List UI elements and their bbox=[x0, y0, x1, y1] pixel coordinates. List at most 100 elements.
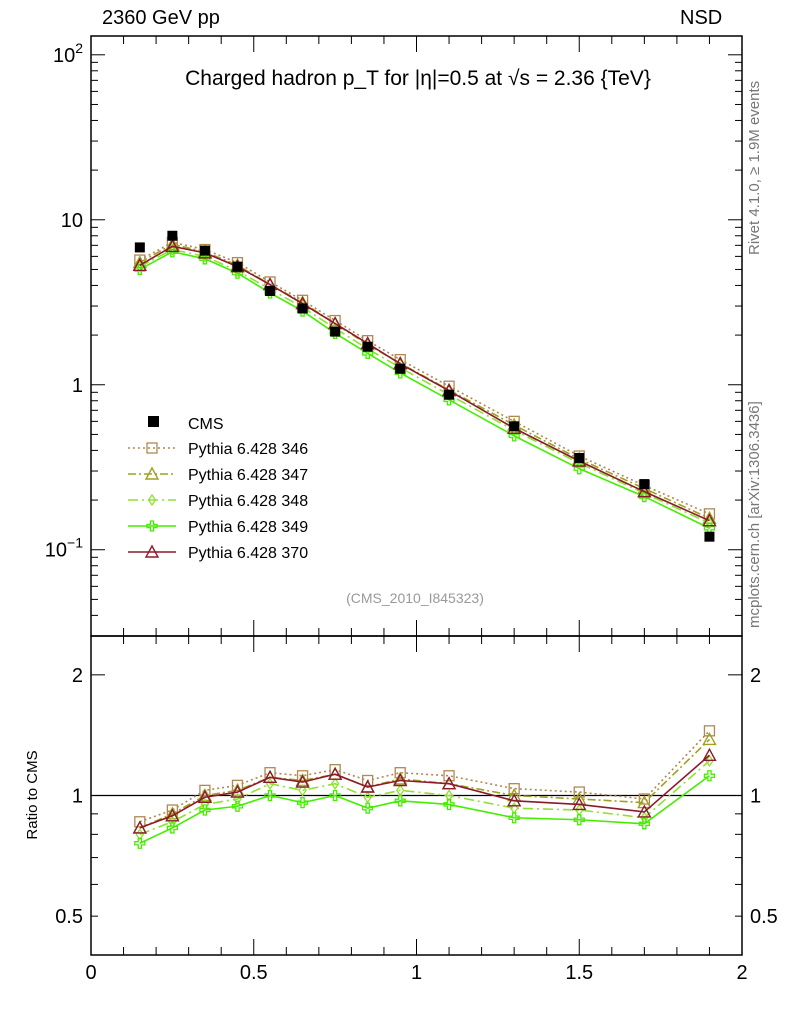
ratio-series-point-4-shape bbox=[506, 793, 522, 807]
ratio-series-point-3 bbox=[703, 770, 716, 782]
ratio-series-point-3-shape bbox=[264, 789, 276, 802]
ratio-series-point-4 bbox=[295, 774, 310, 788]
ratio-series-point-4-shape bbox=[327, 766, 343, 780]
y-tick-label-ratio: 0.5 bbox=[55, 906, 83, 928]
ratio-series-point-4 bbox=[572, 796, 587, 811]
ratio-series-point-4 bbox=[393, 773, 408, 787]
ratio-series-point-0-shape bbox=[296, 770, 309, 782]
ratio-series-point-2 bbox=[330, 777, 340, 790]
ratio-series-point-4 bbox=[327, 766, 343, 780]
main-series-point-3 bbox=[573, 463, 585, 475]
ratio-series-point-4-shape bbox=[637, 804, 652, 818]
main-series-point-3 bbox=[362, 347, 374, 360]
ratio-series-point-4 bbox=[702, 747, 717, 761]
ratio-series-point-4 bbox=[506, 793, 522, 807]
ratio-series-point-1-shape bbox=[702, 731, 717, 746]
ratio-series-point-0 bbox=[362, 774, 374, 787]
ratio-series-point-3-shape bbox=[296, 796, 309, 809]
legend-label-2: Pythia 6.428 348 bbox=[188, 493, 308, 510]
main-series-point-1 bbox=[132, 255, 148, 269]
ratio-series-point-4-shape bbox=[165, 808, 180, 822]
ratio-series-point-4 bbox=[441, 776, 457, 790]
ratio-series-point-3 bbox=[199, 804, 211, 816]
legend-marker-cms bbox=[148, 416, 159, 427]
cms-data-point bbox=[232, 261, 243, 272]
ratio-series-point-3 bbox=[362, 802, 374, 814]
ratio-series-point-0 bbox=[199, 784, 211, 797]
ratio-series-point-2 bbox=[363, 791, 372, 804]
legend-label-3: Pythia 6.428 349 bbox=[188, 519, 308, 536]
ratio-series-point-0 bbox=[443, 770, 455, 782]
y-tick-label-ratio: 1 bbox=[72, 786, 83, 808]
ratio-series-point-4 bbox=[165, 808, 180, 822]
legend-marker-3-shape bbox=[146, 520, 158, 532]
ratio-series-point-2-shape bbox=[330, 777, 340, 790]
cms-data-point bbox=[265, 286, 276, 297]
ratio-series-point-2-shape bbox=[640, 811, 649, 824]
main-series-point-1-shape bbox=[165, 236, 180, 251]
ratio-series-point-3 bbox=[264, 789, 276, 802]
legend-marker-4 bbox=[144, 544, 160, 558]
chart-title: Charged hadron p_T for |η|=0.5 at √s = 2… bbox=[185, 67, 651, 90]
ratio-series-point-4 bbox=[262, 769, 278, 784]
ratio-series-point-3-shape bbox=[329, 789, 341, 802]
ratio-series-point-1 bbox=[393, 771, 408, 785]
cms-data-point bbox=[362, 341, 373, 352]
cms-data-point bbox=[639, 479, 650, 490]
ratio-series-point-3 bbox=[231, 800, 244, 812]
ratio-series-point-4 bbox=[197, 789, 213, 803]
ratio-series-point-3-shape bbox=[231, 800, 244, 812]
legend-marker-1-shape bbox=[144, 466, 160, 480]
ratio-series-point-3-shape bbox=[703, 770, 716, 782]
main-series-point-4 bbox=[165, 238, 180, 253]
ratio-series-point-2-shape bbox=[705, 754, 714, 768]
ratio-series-point-0-shape bbox=[231, 779, 244, 792]
main-series-point-3 bbox=[508, 430, 520, 442]
x-tick-label: 1.5 bbox=[565, 962, 593, 984]
x-tick-label: 0 bbox=[85, 962, 96, 984]
ratio-series-point-3 bbox=[394, 795, 406, 807]
cms-data-point bbox=[509, 421, 520, 432]
ratio-series-point-1 bbox=[637, 795, 652, 809]
ratio-series-point-3 bbox=[166, 822, 179, 834]
ratio-series-point-2 bbox=[640, 811, 649, 824]
legend-marker-2 bbox=[147, 493, 157, 507]
ratio-series-line-2 bbox=[139, 760, 710, 836]
main-series-line-4 bbox=[139, 245, 710, 522]
ratio-series-point-3-shape bbox=[166, 822, 179, 834]
ratio-series-point-4-shape bbox=[360, 779, 375, 793]
legend-marker-3 bbox=[146, 520, 158, 532]
legend-label-4: Pythia 6.428 370 bbox=[188, 545, 308, 562]
ratio-series-point-0 bbox=[231, 779, 244, 792]
cms-data-point bbox=[330, 326, 341, 337]
ratio-series-point-4-shape bbox=[197, 789, 213, 803]
main-series-point-3-shape bbox=[573, 463, 585, 475]
ratio-series-point-0-shape bbox=[638, 793, 650, 805]
y-tick-label-main: 10−1 bbox=[45, 535, 83, 562]
cms-data-point bbox=[444, 389, 455, 400]
legend-marker-4-shape bbox=[144, 544, 160, 558]
ratio-series-point-2 bbox=[705, 754, 714, 768]
ratio-series-point-3 bbox=[296, 796, 309, 809]
ratio-series-point-3-shape bbox=[638, 818, 650, 830]
ratio-series-point-4 bbox=[230, 784, 245, 798]
ratio-series-point-1-shape bbox=[637, 795, 652, 809]
header-right: NSD bbox=[680, 7, 723, 29]
y-tick-label-main: 102 bbox=[53, 40, 83, 67]
main-series-point-3-shape bbox=[362, 347, 374, 360]
main-series-point-4-shape bbox=[702, 513, 717, 527]
legend-label-cms: CMS bbox=[188, 416, 224, 433]
ratio-series-point-3-shape bbox=[362, 802, 374, 814]
cms-data-point bbox=[395, 363, 406, 374]
ratio-series-point-0-shape bbox=[394, 767, 406, 779]
ratio-series-point-0 bbox=[296, 770, 309, 782]
ratio-axis-label: Ratio to CMS bbox=[24, 750, 41, 839]
cms-data-point bbox=[297, 303, 308, 314]
ratio-series-point-3 bbox=[573, 814, 585, 826]
legend-marker-2-shape bbox=[147, 493, 157, 507]
ratio-series-point-4-shape bbox=[702, 747, 717, 761]
ratio-series-point-3-shape bbox=[508, 812, 520, 824]
ratio-series-point-0-shape bbox=[703, 725, 716, 737]
ratio-series-point-4-shape bbox=[572, 796, 587, 811]
ratio-series-point-2-shape bbox=[444, 789, 454, 802]
